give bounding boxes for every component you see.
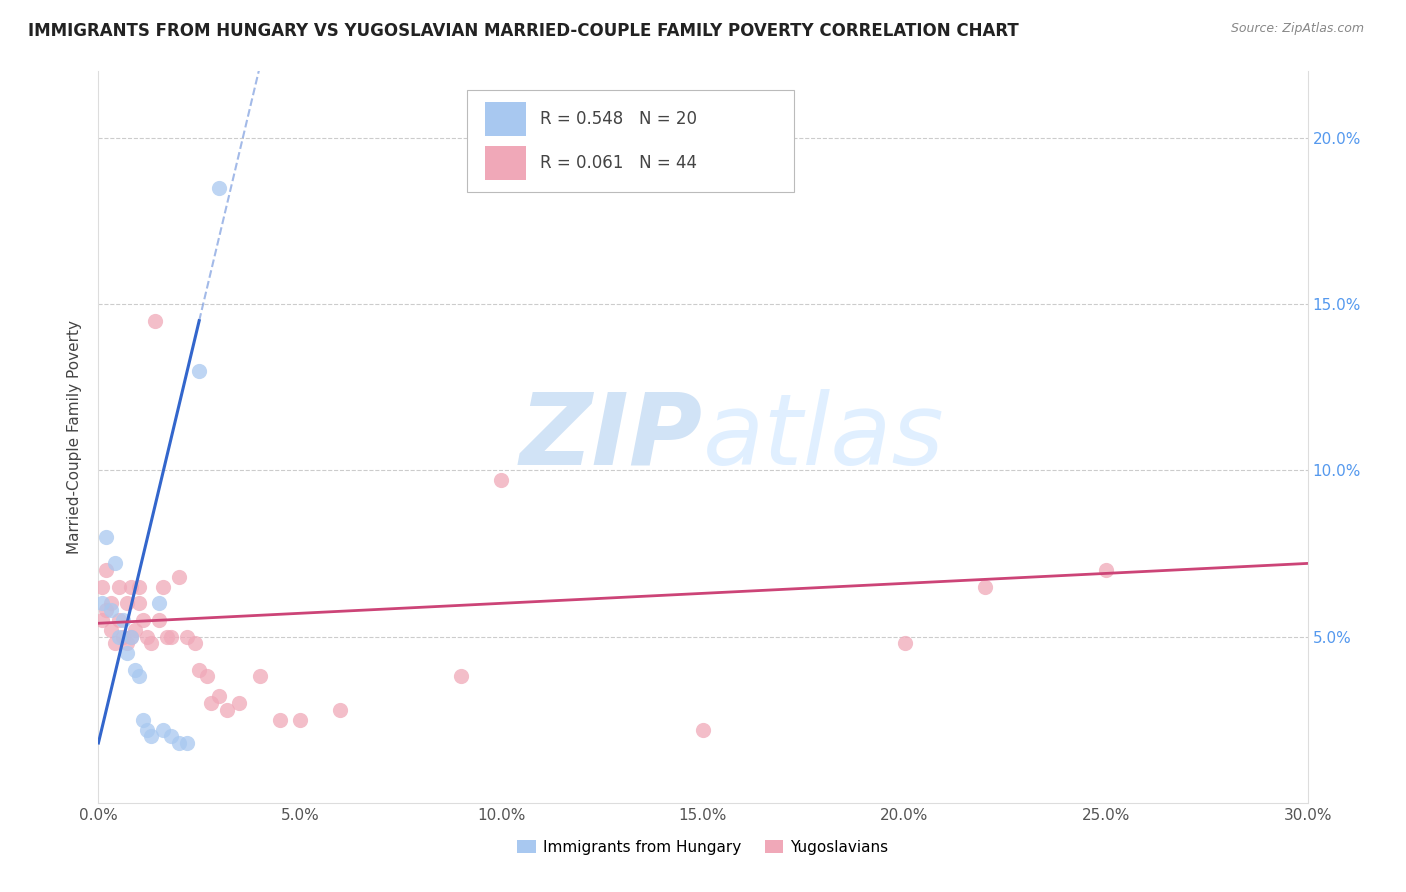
Point [450,669,472,683]
Point [120,630,142,644]
Point [208,180,231,194]
Point [152,580,174,594]
Point [288,713,311,727]
Point [128,669,150,683]
Point [132,713,155,727]
Point [228,696,250,710]
Point [148,596,170,610]
Point [491,473,513,487]
Text: IMMIGRANTS FROM HUNGARY VS YUGOSLAVIAN MARRIED-COUPLE FAMILY POVERTY CORRELATION: IMMIGRANTS FROM HUNGARY VS YUGOSLAVIAN M… [28,22,1019,40]
Point [115,636,138,650]
FancyBboxPatch shape [485,146,526,179]
Point [156,630,179,644]
Point [135,723,157,737]
Point [184,636,207,650]
Point [91,580,114,594]
Point [249,669,271,683]
Point [139,729,162,743]
Point [160,729,183,743]
Text: atlas: atlas [703,389,945,485]
Point [100,596,122,610]
Point [120,630,142,644]
Point [148,613,170,627]
Point [124,623,146,637]
Point [124,663,146,677]
FancyBboxPatch shape [485,102,526,136]
Point [1095,563,1118,577]
Point [974,580,997,594]
Point [167,736,190,750]
Point [100,623,122,637]
Point [107,630,129,644]
Point [135,630,157,644]
Point [217,703,239,717]
Point [96,530,118,544]
Point [100,603,122,617]
Point [176,736,198,750]
Point [143,314,166,328]
Point [200,696,222,710]
Point [91,596,114,610]
Point [152,723,174,737]
Point [195,669,218,683]
Point [111,613,134,627]
Legend: Immigrants from Hungary, Yugoslavians: Immigrants from Hungary, Yugoslavians [512,834,894,861]
Point [115,596,138,610]
Point [107,613,129,627]
Point [103,557,125,571]
Point [176,630,198,644]
Point [115,646,138,660]
Point [893,636,915,650]
FancyBboxPatch shape [467,90,793,192]
Point [167,570,190,584]
Point [111,630,134,644]
Point [329,703,352,717]
Point [188,663,211,677]
Point [692,723,714,737]
Point [120,580,142,594]
Point [160,630,183,644]
Point [96,603,118,617]
Y-axis label: Married-Couple Family Poverty: Married-Couple Family Poverty [67,320,83,554]
Point [107,580,129,594]
Text: R = 0.061   N = 44: R = 0.061 N = 44 [540,153,697,172]
Point [128,580,150,594]
Point [139,636,162,650]
Text: R = 0.548   N = 20: R = 0.548 N = 20 [540,110,697,128]
Point [91,613,114,627]
Point [269,713,291,727]
Point [188,363,211,377]
Text: ZIP: ZIP [520,389,703,485]
Point [208,690,231,704]
Point [128,596,150,610]
Point [103,636,125,650]
Point [132,613,155,627]
Text: Source: ZipAtlas.com: Source: ZipAtlas.com [1230,22,1364,36]
Point [96,563,118,577]
